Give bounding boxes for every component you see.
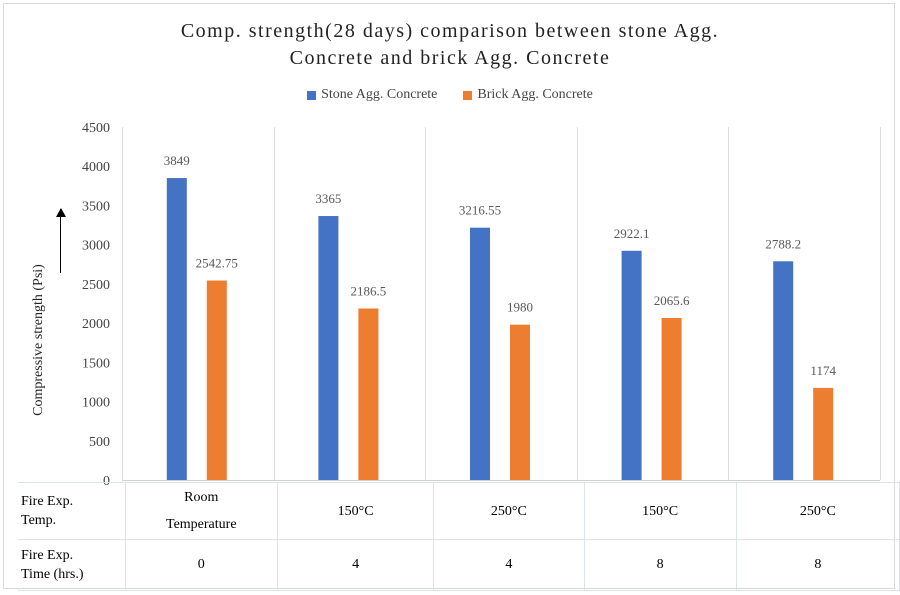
- data-label: 1174: [810, 363, 836, 378]
- y-tick-label: 1000: [82, 396, 110, 411]
- y-tick-label: 2500: [82, 278, 110, 293]
- y-tick-label: 2000: [82, 317, 110, 332]
- data-label: 2542.75: [196, 256, 238, 271]
- data-label: 3365: [315, 191, 341, 206]
- temp-cell: 150°C: [277, 482, 435, 540]
- temp-cell-text: Temperature: [166, 517, 237, 532]
- table-row-temp: Fire Exp. Temp. Room Temperature 150°C 2…: [18, 482, 900, 540]
- bar-brick: [510, 324, 530, 480]
- y-tick-label: 500: [89, 435, 110, 450]
- time-cell: 8: [583, 539, 737, 591]
- temp-cell-text: 150°C: [642, 503, 679, 519]
- temp-cell-text: 250°C: [490, 503, 527, 519]
- bar-brick: [661, 317, 682, 480]
- y-tick-label: 4000: [82, 160, 110, 175]
- data-label: 2922.1: [614, 226, 650, 241]
- time-cell: 4: [277, 539, 435, 591]
- temp-cell: Room Temperature: [124, 482, 279, 540]
- temp-cell-text: 150°C: [337, 503, 374, 519]
- row-header-time-line-1: Fire Exp.: [21, 548, 74, 563]
- y-axis-arrow-icon: [55, 208, 66, 273]
- bar-brick: [206, 280, 227, 480]
- y-tick-label: 3000: [82, 239, 110, 254]
- temp-cell-text: 250°C: [799, 503, 836, 519]
- bar-stone: [318, 216, 339, 481]
- row-header-temp-line-2: Temp.: [21, 513, 57, 528]
- y-axis-label: Compressive strength (Psi): [31, 264, 46, 416]
- data-label: 3849: [164, 153, 190, 168]
- data-table: Fire Exp. Temp. Room Temperature 150°C 2…: [18, 482, 900, 591]
- legend-swatch-brick: [463, 90, 473, 100]
- row-header-temp-line-1: Fire Exp.: [21, 494, 74, 509]
- bar-stone: [621, 250, 642, 480]
- legend-label-stone: Stone Agg. Concrete: [321, 87, 438, 102]
- chart-title: Comp. strength(28 days) comparison betwe…: [0, 18, 900, 72]
- bar-stone: [470, 227, 490, 480]
- time-cell: 0: [124, 539, 279, 591]
- y-tick-label: 1500: [82, 356, 110, 371]
- legend-item-brick: Brick Agg. Concrete: [463, 87, 593, 103]
- legend-label-brick: Brick Agg. Concrete: [477, 87, 593, 102]
- data-label: 2065.6: [654, 293, 690, 308]
- temp-cell: 150°C: [583, 482, 737, 540]
- legend-item-stone: Stone Agg. Concrete: [307, 87, 437, 103]
- legend: Stone Agg. Concrete Brick Agg. Concrete: [0, 87, 900, 103]
- time-cell: 8: [735, 539, 900, 591]
- bar-stone: [773, 261, 794, 480]
- data-label: 2788.2: [765, 236, 801, 251]
- chart-title-line-2: Concrete and brick Agg. Concrete: [289, 47, 611, 69]
- y-tick-label: 0: [103, 474, 110, 489]
- bar-stone: [166, 178, 187, 481]
- bar-brick: [358, 308, 379, 480]
- temp-cell: 250°C: [433, 482, 585, 540]
- data-label: 3216.55: [459, 203, 501, 218]
- temp-cell-text: Room: [184, 490, 219, 505]
- data-label: 1980: [507, 300, 533, 315]
- row-header-temp: Fire Exp. Temp.: [18, 482, 126, 540]
- chart-title-line-1: Comp. strength(28 days) comparison betwe…: [180, 20, 720, 42]
- time-cell: 4: [433, 539, 585, 591]
- table-row-time: Fire Exp. Time (hrs.) 0 4 4 8 8: [18, 539, 900, 591]
- y-tick-label: 4500: [82, 121, 110, 136]
- data-label: 2186.5: [351, 283, 387, 298]
- temp-cell: 250°C: [735, 482, 900, 540]
- row-header-time-line-2: Time (hrs.): [21, 567, 84, 582]
- y-tick-label: 3500: [82, 199, 110, 214]
- bar-brick: [813, 387, 834, 480]
- row-header-time: Fire Exp. Time (hrs.): [18, 539, 126, 591]
- legend-swatch-stone: [307, 90, 317, 100]
